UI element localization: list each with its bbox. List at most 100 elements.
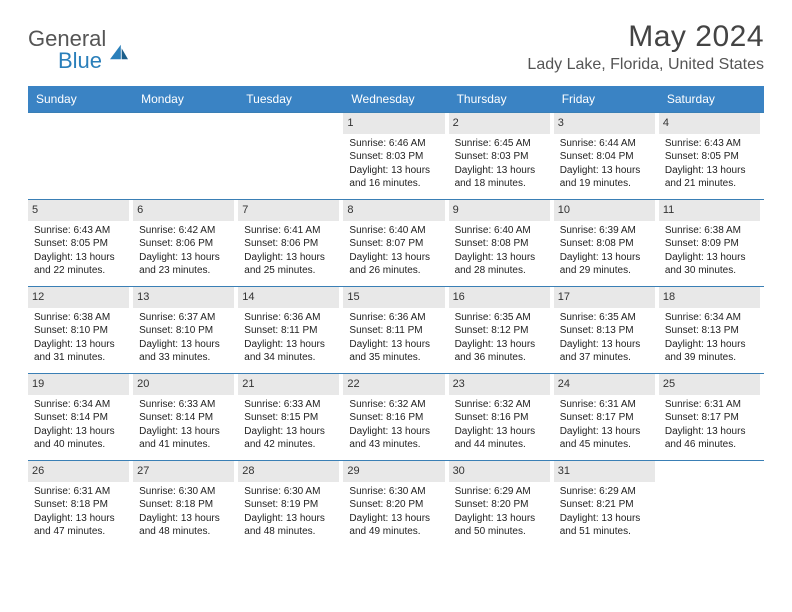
location: Lady Lake, Florida, United States xyxy=(527,56,764,74)
weekday-header: Sunday xyxy=(28,86,133,112)
calendar-page: General Blue May 2024 Lady Lake, Florida… xyxy=(0,0,792,557)
day-detail: Sunrise: 6:37 AM Sunset: 8:10 PM Dayligh… xyxy=(139,311,232,365)
day-number: 5 xyxy=(28,200,129,221)
month-title: May 2024 xyxy=(527,20,764,54)
day-cell: 16 Sunrise: 6:35 AM Sunset: 8:12 PM Dayli… xyxy=(449,287,554,373)
day-number: 9 xyxy=(449,200,550,221)
day-number: 26 xyxy=(28,461,129,482)
day-cell: 10 Sunrise: 6:39 AM Sunset: 8:08 PM Dayli… xyxy=(554,200,659,286)
day-detail: Sunrise: 6:33 AM Sunset: 8:14 PM Dayligh… xyxy=(139,398,232,452)
day-detail: Sunrise: 6:39 AM Sunset: 8:08 PM Dayligh… xyxy=(560,224,653,278)
day-detail: Sunrise: 6:36 AM Sunset: 8:11 PM Dayligh… xyxy=(349,311,442,365)
day-cell: 21 Sunrise: 6:33 AM Sunset: 8:15 PM Dayli… xyxy=(238,374,343,460)
week-row: 1 Sunrise: 6:46 AM Sunset: 8:03 PM Daylig… xyxy=(28,112,764,199)
day-detail: Sunrise: 6:41 AM Sunset: 8:06 PM Dayligh… xyxy=(244,224,337,278)
day-number: 14 xyxy=(238,287,339,308)
day-number: 1 xyxy=(343,113,444,134)
day-cell: 13 Sunrise: 6:37 AM Sunset: 8:10 PM Dayli… xyxy=(133,287,238,373)
weekday-header: Friday xyxy=(554,86,659,112)
day-cell xyxy=(133,113,238,199)
day-detail: Sunrise: 6:42 AM Sunset: 8:06 PM Dayligh… xyxy=(139,224,232,278)
day-number: 22 xyxy=(343,374,444,395)
day-cell: 22Sunrise: 6:32 AM Sunset: 8:16 PM Dayli… xyxy=(343,374,448,460)
day-cell: 5 Sunrise: 6:43 AM Sunset: 8:05 PM Daylig… xyxy=(28,200,133,286)
day-number: 19 xyxy=(28,374,129,395)
day-cell: 29 Sunrise: 6:30 AM Sunset: 8:20 PM Dayli… xyxy=(343,461,448,547)
week-row: 26Sunrise: 6:31 AM Sunset: 8:18 PM Dayli… xyxy=(28,460,764,547)
day-cell: 27 Sunrise: 6:30 AM Sunset: 8:18 PM Dayli… xyxy=(133,461,238,547)
day-number: 13 xyxy=(133,287,234,308)
day-cell: 3Sunrise: 6:44 AM Sunset: 8:04 PM Daylig… xyxy=(554,113,659,199)
week-row: 19 Sunrise: 6:34 AM Sunset: 8:14 PM Dayli… xyxy=(28,373,764,460)
day-number: 20 xyxy=(133,374,234,395)
day-cell: 11Sunrise: 6:38 AM Sunset: 8:09 PM Dayli… xyxy=(659,200,764,286)
day-cell xyxy=(28,113,133,199)
day-detail: Sunrise: 6:35 AM Sunset: 8:12 PM Dayligh… xyxy=(455,311,548,365)
day-detail: Sunrise: 6:46 AM Sunset: 8:03 PM Dayligh… xyxy=(349,137,442,191)
day-cell: 28Sunrise: 6:30 AM Sunset: 8:19 PM Dayli… xyxy=(238,461,343,547)
day-cell: 25 Sunrise: 6:31 AM Sunset: 8:17 PM Dayli… xyxy=(659,374,764,460)
day-number: 29 xyxy=(343,461,444,482)
day-detail: Sunrise: 6:43 AM Sunset: 8:05 PM Dayligh… xyxy=(665,137,758,191)
sail-icon xyxy=(108,43,130,61)
day-number: 24 xyxy=(554,374,655,395)
day-number: 25 xyxy=(659,374,760,395)
day-detail: Sunrise: 6:29 AM Sunset: 8:20 PM Dayligh… xyxy=(455,485,548,539)
day-number: 16 xyxy=(449,287,550,308)
day-detail: Sunrise: 6:43 AM Sunset: 8:05 PM Dayligh… xyxy=(34,224,127,278)
day-detail: Sunrise: 6:31 AM Sunset: 8:17 PM Dayligh… xyxy=(560,398,653,452)
day-cell: 9Sunrise: 6:40 AM Sunset: 8:08 PM Daylig… xyxy=(449,200,554,286)
day-number: 28 xyxy=(238,461,339,482)
calendar-grid: SundayMondayTuesdayWednesdayThursdayFrid… xyxy=(28,86,764,547)
day-detail: Sunrise: 6:34 AM Sunset: 8:13 PM Dayligh… xyxy=(665,311,758,365)
title-block: May 2024 Lady Lake, Florida, United Stat… xyxy=(527,20,764,74)
day-cell: 18Sunrise: 6:34 AM Sunset: 8:13 PM Dayli… xyxy=(659,287,764,373)
day-cell: 4 Sunrise: 6:43 AM Sunset: 8:05 PM Daylig… xyxy=(659,113,764,199)
day-cell xyxy=(238,113,343,199)
day-detail: Sunrise: 6:31 AM Sunset: 8:17 PM Dayligh… xyxy=(665,398,758,452)
day-detail: Sunrise: 6:30 AM Sunset: 8:18 PM Dayligh… xyxy=(139,485,232,539)
day-detail: Sunrise: 6:34 AM Sunset: 8:14 PM Dayligh… xyxy=(34,398,127,452)
logo-word2: Blue xyxy=(58,48,106,74)
day-cell: 2Sunrise: 6:45 AM Sunset: 8:03 PM Daylig… xyxy=(449,113,554,199)
day-detail: Sunrise: 6:36 AM Sunset: 8:11 PM Dayligh… xyxy=(244,311,337,365)
day-cell: 14 Sunrise: 6:36 AM Sunset: 8:11 PM Dayli… xyxy=(238,287,343,373)
day-number: 27 xyxy=(133,461,234,482)
brand-logo: General Blue xyxy=(28,20,130,74)
day-number: 23 xyxy=(449,374,550,395)
day-cell: 30Sunrise: 6:29 AM Sunset: 8:20 PM Dayli… xyxy=(449,461,554,547)
day-detail: Sunrise: 6:32 AM Sunset: 8:16 PM Dayligh… xyxy=(455,398,548,452)
day-number: 10 xyxy=(554,200,655,221)
day-cell: 19 Sunrise: 6:34 AM Sunset: 8:14 PM Dayli… xyxy=(28,374,133,460)
day-number: 11 xyxy=(659,200,760,221)
day-cell: 17 Sunrise: 6:35 AM Sunset: 8:13 PM Dayli… xyxy=(554,287,659,373)
day-detail: Sunrise: 6:33 AM Sunset: 8:15 PM Dayligh… xyxy=(244,398,337,452)
day-cell: 15 Sunrise: 6:36 AM Sunset: 8:11 PM Dayli… xyxy=(343,287,448,373)
day-number: 7 xyxy=(238,200,339,221)
week-row: 5 Sunrise: 6:43 AM Sunset: 8:05 PM Daylig… xyxy=(28,199,764,286)
logo-text-block: General Blue xyxy=(28,26,106,74)
day-number: 4 xyxy=(659,113,760,134)
day-number: 8 xyxy=(343,200,444,221)
day-detail: Sunrise: 6:40 AM Sunset: 8:07 PM Dayligh… xyxy=(349,224,442,278)
day-number: 21 xyxy=(238,374,339,395)
day-cell: 6Sunrise: 6:42 AM Sunset: 8:06 PM Daylig… xyxy=(133,200,238,286)
day-number: 17 xyxy=(554,287,655,308)
weekday-header-row: SundayMondayTuesdayWednesdayThursdayFrid… xyxy=(28,86,764,112)
day-number: 2 xyxy=(449,113,550,134)
day-cell: 24 Sunrise: 6:31 AM Sunset: 8:17 PM Dayli… xyxy=(554,374,659,460)
day-cell: 31Sunrise: 6:29 AM Sunset: 8:21 PM Dayli… xyxy=(554,461,659,547)
day-detail: Sunrise: 6:30 AM Sunset: 8:20 PM Dayligh… xyxy=(349,485,442,539)
day-number: 15 xyxy=(343,287,444,308)
weekday-header: Wednesday xyxy=(343,86,448,112)
day-cell: 12 Sunrise: 6:38 AM Sunset: 8:10 PM Dayli… xyxy=(28,287,133,373)
day-detail: Sunrise: 6:29 AM Sunset: 8:21 PM Dayligh… xyxy=(560,485,653,539)
day-cell: 23 Sunrise: 6:32 AM Sunset: 8:16 PM Dayli… xyxy=(449,374,554,460)
day-detail: Sunrise: 6:35 AM Sunset: 8:13 PM Dayligh… xyxy=(560,311,653,365)
day-number: 12 xyxy=(28,287,129,308)
weekday-header: Saturday xyxy=(659,86,764,112)
day-detail: Sunrise: 6:44 AM Sunset: 8:04 PM Dayligh… xyxy=(560,137,653,191)
day-detail: Sunrise: 6:38 AM Sunset: 8:10 PM Dayligh… xyxy=(34,311,127,365)
week-row: 12 Sunrise: 6:38 AM Sunset: 8:10 PM Dayli… xyxy=(28,286,764,373)
weekday-header: Tuesday xyxy=(238,86,343,112)
